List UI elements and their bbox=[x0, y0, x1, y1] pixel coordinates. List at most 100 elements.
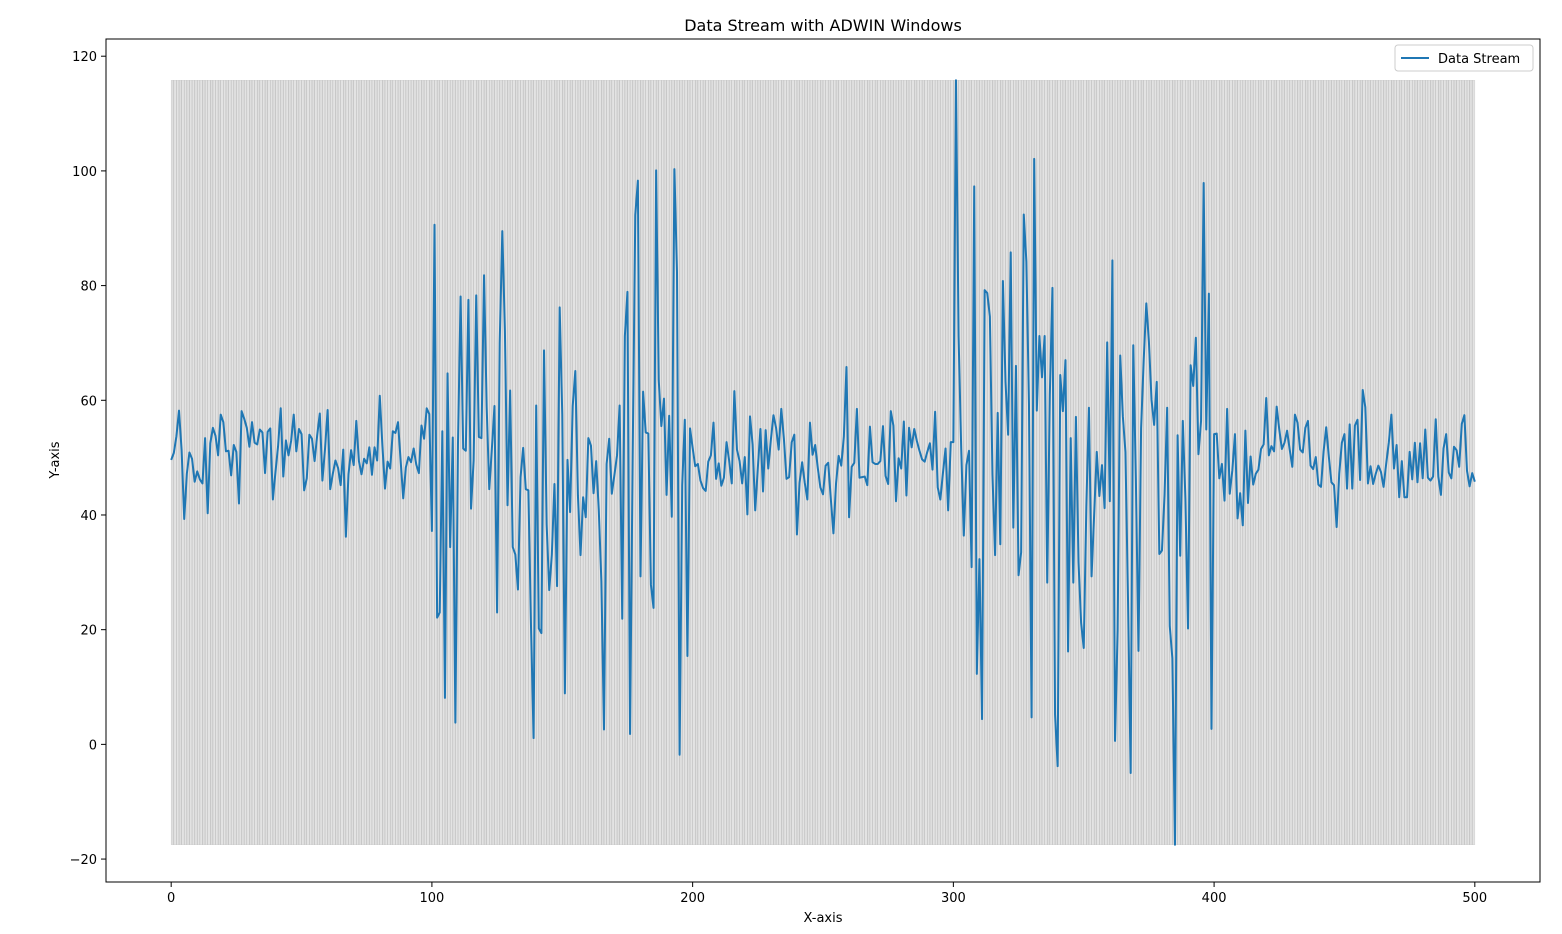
adwin-window-band bbox=[1273, 80, 1277, 845]
adwin-window-band bbox=[908, 80, 912, 845]
adwin-window-band bbox=[1169, 80, 1173, 845]
adwin-window-band bbox=[1101, 80, 1105, 845]
y-tick-label: 40 bbox=[80, 509, 97, 524]
adwin-window-band bbox=[655, 80, 659, 845]
adwin-window-band bbox=[251, 80, 255, 845]
adwin-window-band bbox=[874, 80, 879, 845]
adwin-window-band bbox=[1443, 80, 1447, 845]
x-tick-label: 400 bbox=[1202, 891, 1227, 906]
adwin-window-band bbox=[1041, 80, 1045, 845]
adwin-window-band bbox=[1119, 80, 1124, 845]
chart-title: Data Stream with ADWIN Windows bbox=[684, 16, 962, 35]
y-tick-label: 100 bbox=[72, 165, 97, 180]
adwin-window-band bbox=[376, 80, 381, 845]
adwin-window-band bbox=[1362, 80, 1366, 845]
adwin-window-band bbox=[1198, 80, 1202, 845]
adwin-window-band bbox=[1148, 80, 1152, 845]
adwin-window-band bbox=[1091, 80, 1095, 845]
adwin-window-band bbox=[1404, 80, 1408, 845]
adwin-window-band bbox=[880, 80, 884, 845]
adwin-window-band bbox=[1083, 80, 1087, 845]
adwin-window-band bbox=[395, 80, 399, 845]
adwin-window-band bbox=[1318, 80, 1322, 845]
adwin-window-band bbox=[1471, 80, 1476, 845]
adwin-window-band bbox=[183, 80, 188, 845]
adwin-window-band bbox=[809, 80, 813, 845]
adwin-window-band bbox=[525, 80, 529, 845]
adwin-window-band bbox=[601, 80, 605, 845]
adwin-window-band bbox=[598, 80, 602, 845]
adwin-window-band bbox=[911, 80, 915, 845]
adwin-window-band bbox=[976, 80, 980, 845]
adwin-window-band bbox=[1354, 80, 1358, 845]
adwin-window-band bbox=[950, 80, 954, 845]
adwin-window-band bbox=[1099, 80, 1103, 845]
adwin-window-band bbox=[426, 80, 430, 845]
adwin-window-band bbox=[916, 80, 920, 845]
adwin-window-band bbox=[984, 80, 988, 845]
adwin-window-band bbox=[953, 80, 957, 845]
adwin-window-band bbox=[243, 80, 248, 845]
adwin-window-band bbox=[700, 80, 704, 845]
adwin-window-band bbox=[658, 80, 662, 845]
adwin-window-band bbox=[1159, 80, 1163, 845]
x-tick-label: 300 bbox=[941, 891, 966, 906]
adwin-window-band bbox=[987, 80, 991, 845]
adwin-window-band bbox=[580, 80, 584, 845]
adwin-window-band bbox=[402, 80, 407, 845]
adwin-window-band bbox=[1297, 80, 1301, 845]
adwin-window-band bbox=[702, 80, 706, 845]
adwin-window-band bbox=[927, 80, 931, 845]
adwin-window-band bbox=[861, 80, 865, 845]
adwin-window-band bbox=[1263, 80, 1267, 845]
adwin-window-band bbox=[194, 80, 198, 845]
adwin-window-band bbox=[1265, 80, 1270, 845]
adwin-window-band bbox=[546, 80, 550, 845]
adwin-window-band bbox=[1323, 80, 1327, 845]
adwin-window-band bbox=[246, 80, 250, 845]
adwin-window-band bbox=[290, 80, 294, 845]
adwin-window-band bbox=[734, 80, 738, 845]
adwin-window-band bbox=[1127, 80, 1131, 845]
y-tick-label: 60 bbox=[80, 394, 97, 409]
adwin-window-band bbox=[1276, 80, 1280, 845]
adwin-window-band bbox=[1448, 80, 1452, 845]
adwin-window-band bbox=[515, 80, 519, 845]
adwin-window-band bbox=[979, 80, 983, 845]
adwin-window-band bbox=[1388, 80, 1392, 845]
adwin-window-band bbox=[864, 80, 868, 845]
adwin-window-band bbox=[491, 80, 495, 845]
adwin-window-band bbox=[1336, 80, 1340, 845]
adwin-window-band bbox=[796, 80, 800, 845]
adwin-window-band bbox=[1260, 80, 1264, 845]
adwin-window-band bbox=[538, 80, 542, 845]
adwin-window-band bbox=[483, 80, 487, 845]
adwin-window-band bbox=[642, 80, 646, 845]
adwin-window-band bbox=[241, 80, 245, 845]
adwin-window-band bbox=[1049, 80, 1053, 845]
adwin-window-band bbox=[462, 80, 467, 845]
adwin-window-band bbox=[775, 80, 779, 845]
adwin-window-band bbox=[374, 80, 378, 845]
legend: Data Stream bbox=[1394, 44, 1534, 72]
adwin-window-band bbox=[259, 80, 263, 845]
adwin-window-band bbox=[512, 80, 516, 845]
adwin-window-band bbox=[1172, 80, 1176, 845]
adwin-window-band bbox=[1286, 80, 1290, 845]
y-axis-label: Y-axis bbox=[48, 441, 63, 479]
adwin-window-band bbox=[919, 80, 923, 845]
adwin-window-band bbox=[303, 80, 308, 845]
y-tick-label: 20 bbox=[80, 624, 97, 639]
adwin-window-band bbox=[885, 80, 889, 845]
adwin-window-band bbox=[820, 80, 824, 845]
adwin-window-band bbox=[582, 80, 586, 845]
adwin-window-band bbox=[1372, 80, 1376, 845]
adwin-window-band bbox=[1146, 80, 1150, 845]
adwin-window-band bbox=[1114, 80, 1118, 845]
adwin-window-band bbox=[528, 80, 532, 845]
adwin-window-band bbox=[256, 80, 261, 845]
adwin-window-band bbox=[1305, 80, 1309, 845]
adwin-window-band bbox=[1062, 80, 1066, 845]
x-tick-label: 0 bbox=[167, 891, 175, 906]
adwin-window-band bbox=[481, 80, 485, 845]
